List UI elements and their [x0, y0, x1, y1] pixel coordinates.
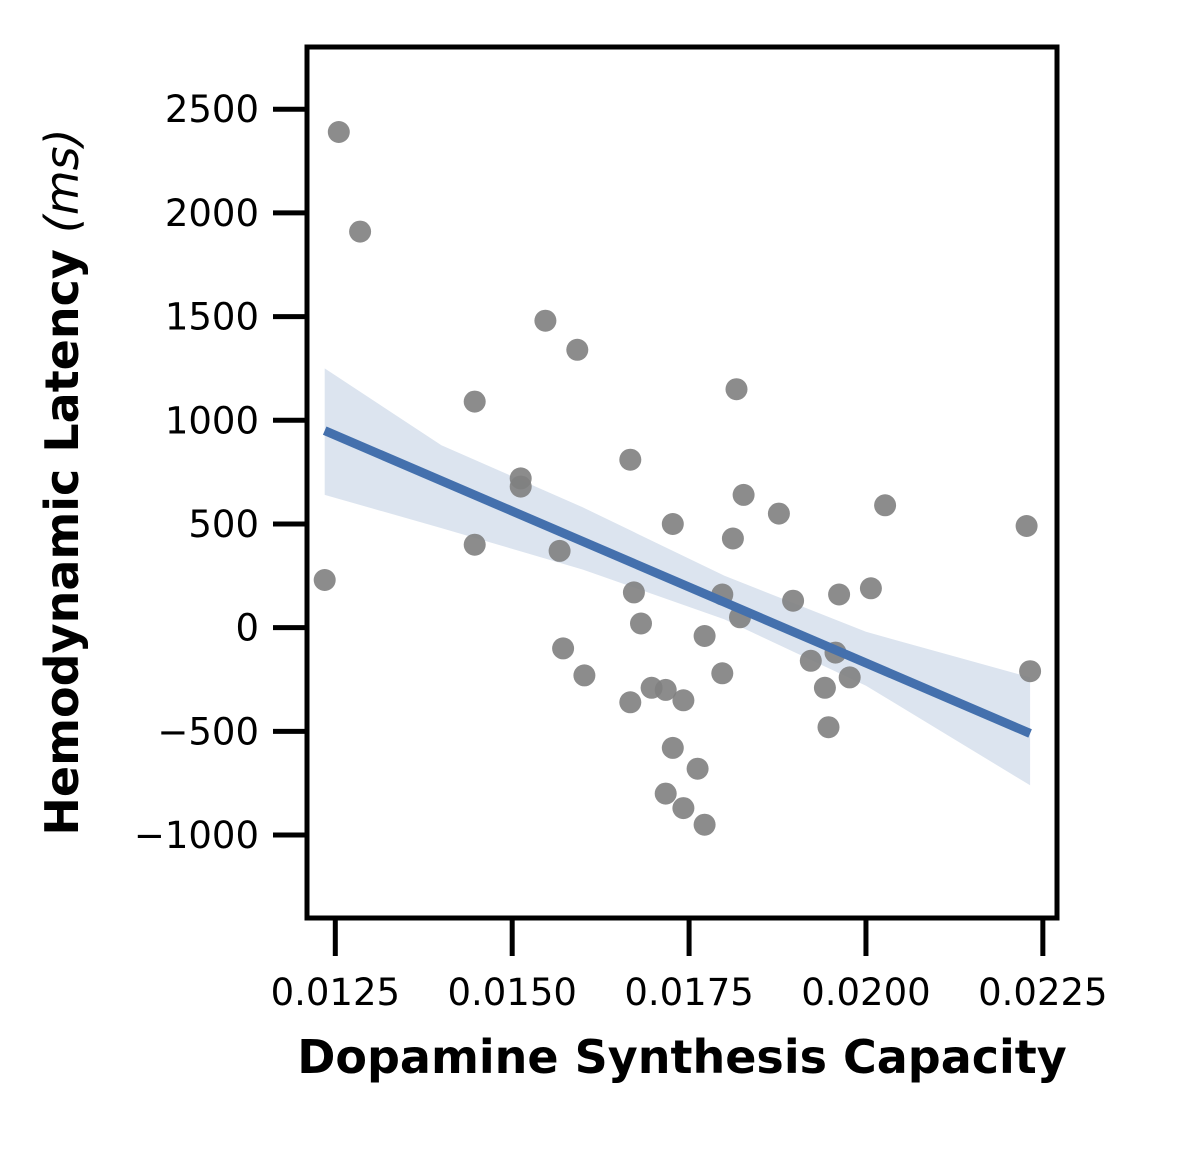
y-axis-ticks: −1000 −500 0 500 1000 1500 2000 2500	[134, 88, 307, 857]
x-tick-label: 0.0125	[271, 971, 400, 1014]
y-axis-title-unit: (ms)	[35, 128, 89, 233]
data-point	[661, 513, 684, 535]
y-axis-title: Hemodynamic Latency (ms)	[35, 128, 89, 835]
x-tick-label: 0.0225	[978, 971, 1107, 1014]
y-tick-label: −1000	[134, 814, 259, 857]
plot-frame	[304, 44, 1060, 921]
data-point	[721, 527, 744, 550]
y-tick-label: 1500	[165, 296, 259, 339]
y-axis-title-text: Hemodynamic Latency	[35, 249, 89, 835]
confidence-band-layer	[324, 368, 1031, 786]
y-tick-label: 2500	[165, 88, 259, 131]
data-point	[813, 676, 836, 699]
data-point	[693, 625, 716, 647]
x-tick-label: 0.0150	[447, 971, 576, 1014]
y-tick-label: 2000	[165, 192, 259, 235]
data-point	[622, 581, 645, 604]
regression-line-layer	[322, 426, 1032, 738]
data-point	[654, 782, 677, 805]
x-tick-label: 0.0175	[624, 971, 753, 1014]
y-tick-label: 0	[235, 607, 259, 650]
data-point	[630, 612, 652, 635]
data-point	[552, 637, 575, 660]
data-point	[619, 448, 642, 471]
data-point	[566, 338, 589, 361]
data-point	[859, 577, 882, 600]
data-point	[828, 583, 851, 606]
data-point	[672, 689, 695, 712]
data-point	[1019, 660, 1042, 683]
data-points-layer	[313, 121, 1042, 836]
x-axis-title: Dopamine Synthesis Capacity	[297, 1030, 1067, 1084]
y-tick-label: 1000	[165, 399, 259, 442]
data-point	[548, 539, 571, 562]
x-tick-label: 0.0200	[801, 971, 930, 1014]
data-point	[693, 813, 716, 836]
data-point	[509, 475, 532, 498]
data-point	[463, 390, 486, 413]
data-point	[661, 736, 684, 759]
data-point	[672, 797, 695, 820]
data-point	[349, 220, 372, 243]
data-point	[874, 494, 897, 517]
regression-line	[322, 426, 1032, 738]
data-point	[817, 716, 840, 739]
data-point	[711, 662, 734, 685]
data-point	[654, 678, 677, 701]
data-point	[534, 309, 557, 332]
y-tick-label: 500	[188, 503, 259, 546]
data-point	[686, 757, 709, 780]
x-axis-ticks: 0.0125 0.0150 0.0175 0.0200 0.0225	[271, 918, 1108, 1014]
data-point	[799, 649, 822, 672]
y-tick-label: −500	[157, 710, 259, 753]
data-point	[838, 666, 861, 689]
data-point	[732, 483, 755, 506]
data-point	[313, 569, 336, 591]
data-point	[327, 121, 350, 143]
data-point	[573, 664, 596, 687]
data-point	[619, 691, 642, 714]
confidence-band	[324, 368, 1031, 786]
data-point	[725, 378, 748, 401]
data-point	[782, 589, 805, 612]
data-point	[1015, 515, 1038, 537]
data-point	[463, 533, 486, 556]
data-point	[767, 502, 790, 525]
